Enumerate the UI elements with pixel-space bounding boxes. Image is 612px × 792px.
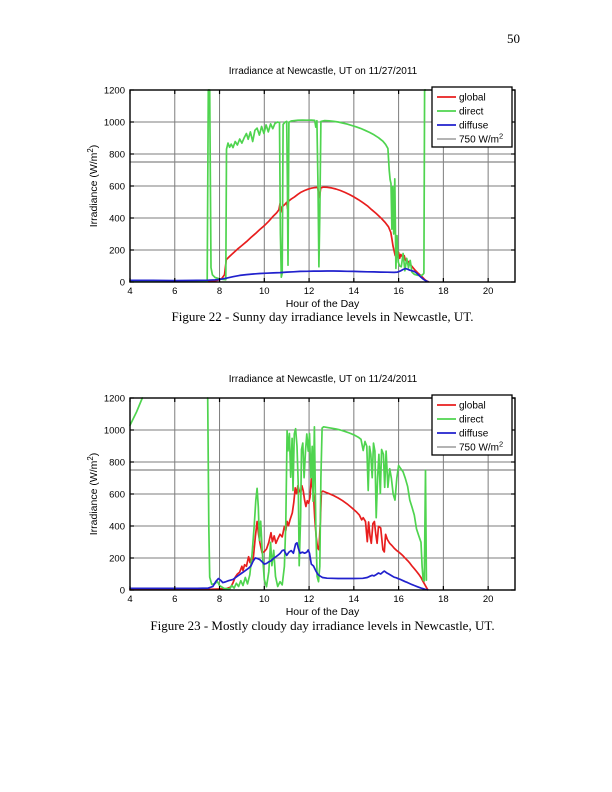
legend-label: 750 W/m2 — [459, 132, 503, 146]
y-tick-label: 400 — [109, 522, 125, 533]
x-tick-label: 10 — [259, 594, 270, 605]
chart-title-sunny: Irradiance at Newcastle, UT on 11/27/201… — [228, 66, 418, 77]
x-tick-label: 8 — [217, 286, 222, 297]
y-tick-label: 600 — [109, 182, 125, 193]
y-tick-label: 1200 — [104, 394, 125, 405]
x-tick-label: 18 — [438, 286, 449, 297]
x-tick-label: 6 — [172, 286, 177, 297]
page-number: 50 — [507, 31, 520, 46]
grid-layer — [130, 90, 515, 282]
y-tick-label: 200 — [109, 554, 125, 565]
x-tick-label: 12 — [304, 286, 315, 297]
y-tick-label: 200 — [109, 246, 125, 257]
y-tick-label: 400 — [109, 214, 125, 225]
legend-label: global — [459, 401, 486, 412]
figure-22-caption: Figure 22 - Sunny day irradiance levels … — [171, 309, 474, 324]
x-tick-label: 20 — [483, 286, 494, 297]
y-tick-label: 1200 — [104, 86, 125, 97]
x-tick-label: 6 — [172, 594, 177, 605]
grid-layer — [130, 398, 515, 590]
legend-label: direct — [459, 415, 484, 426]
x-tick-label: 14 — [349, 286, 360, 297]
y-tick-label: 600 — [109, 490, 125, 501]
series-direct-line — [129, 397, 428, 590]
legend-label: 750 W/m2 — [459, 440, 503, 454]
series-diffuse-line — [129, 541, 429, 591]
y-tick-label: 800 — [109, 458, 125, 469]
y-tick-label: 1000 — [104, 426, 125, 437]
y-tick-label: 0 — [120, 278, 125, 289]
y-tick-label: 0 — [120, 586, 125, 597]
x-tick-label: 18 — [438, 594, 449, 605]
irradiance-chart-sunny: 4 6 8 10 12 14 16 18 20020040060080010001200Hour… — [86, 86, 516, 310]
y-tick-label: 1000 — [104, 118, 125, 129]
x-tick-label: 10 — [259, 286, 270, 297]
legend-label: diffuse — [459, 121, 489, 132]
axis-ticks — [129, 397, 515, 591]
figure-23-caption: Figure 23 - Mostly cloudy day irradiance… — [150, 618, 495, 633]
x-tick-label: 8 — [217, 594, 222, 605]
irradiance-chart-cloudy: 4 6 8 10 12 14 16 18 20020040060080010001200Hour… — [86, 394, 516, 618]
series-global-line — [129, 477, 429, 591]
legend-label: direct — [459, 107, 484, 118]
series-direct-line — [129, 89, 427, 283]
x-tick-label: 20 — [483, 594, 494, 605]
x-tick-label: 12 — [304, 594, 315, 605]
legend-label: diffuse — [459, 429, 489, 440]
series-diffuse-line — [129, 267, 429, 283]
x-axis-label: Hour of the Day — [286, 606, 360, 618]
x-axis-label: Hour of the Day — [286, 298, 360, 310]
x-tick-label: 16 — [393, 594, 404, 605]
y-axis-label: Irradiance (W/m2) — [86, 145, 100, 228]
legend-label: global — [459, 93, 486, 104]
x-tick-label: 16 — [393, 286, 404, 297]
x-tick-label: 4 — [127, 594, 132, 605]
x-tick-label: 14 — [349, 594, 360, 605]
y-tick-label: 800 — [109, 150, 125, 161]
chart-title-cloudy: Irradiance at Newcastle, UT on 11/24/201… — [228, 374, 418, 385]
y-axis-label: Irradiance (W/m2) — [86, 453, 100, 536]
x-tick-label: 4 — [127, 286, 132, 297]
